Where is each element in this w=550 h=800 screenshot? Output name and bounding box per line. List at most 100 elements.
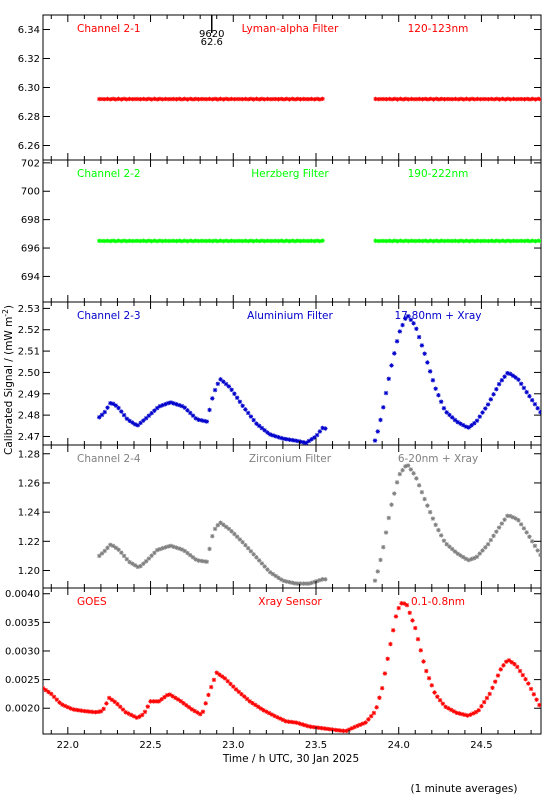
data-point [387,238,392,243]
data-point [233,687,239,692]
data-point [277,716,283,721]
data-point [376,96,381,102]
data-point [118,704,123,710]
data-point [411,238,417,244]
data-point [453,238,458,244]
data-point [496,381,502,387]
data-point [109,697,115,703]
data-point [204,238,209,244]
data-point [425,503,430,508]
data-point [284,238,289,243]
data-point [138,563,143,569]
data-point [400,467,405,473]
data-point [119,239,124,244]
data-point [243,238,248,243]
data-point [132,238,138,244]
data-point [464,238,469,243]
data-point [344,728,349,734]
data-point [159,697,164,702]
data-point [119,409,124,414]
data-point [206,692,211,698]
data-point [160,238,165,244]
data-point [71,707,76,712]
data-point [395,239,400,244]
data-point [415,637,421,642]
data-point [461,422,466,428]
data-point [130,96,135,102]
data-point [99,551,105,556]
data-point [243,96,248,102]
data-point [373,96,378,102]
data-point [188,410,193,416]
data-point [251,97,256,102]
data-point [518,522,524,527]
data-point [487,691,492,697]
data-point [79,708,84,713]
data-point [294,720,299,725]
data-point [201,96,207,102]
data-point [453,96,458,102]
data-point [174,545,179,550]
data-point [229,238,234,243]
data-point [280,717,286,723]
series-channel-2-3 [97,314,541,445]
data-point [403,316,408,321]
data-point [265,96,270,102]
time-marker-label-2: 62.6 [201,37,223,48]
data-point [455,551,460,556]
data-point [245,238,251,244]
data-point [491,97,497,102]
data-point [375,429,380,434]
data-point [445,96,450,102]
panel-name-label: Channel 2-4 [77,453,141,465]
data-point [317,97,323,102]
data-point [309,437,314,442]
data-point [210,533,215,539]
data-point [341,728,346,734]
data-point [399,601,404,606]
data-point [279,577,284,582]
data-point [201,418,207,424]
data-point [489,238,494,243]
data-point [330,727,335,732]
data-point [422,96,428,102]
data-point [424,668,429,674]
data-point [141,561,146,566]
data-point [141,238,146,243]
panel-frame [42,301,542,446]
data-point [279,96,284,102]
data-point [179,97,185,102]
data-point [145,704,150,709]
data-point [308,724,313,729]
data-point [474,418,480,423]
data-point [488,537,494,543]
data-point [378,96,384,102]
data-point [154,239,160,244]
data-point [320,425,325,431]
data-point [371,710,377,716]
y-tick-label: 6.26 [18,141,40,152]
y-tick-label: 700 [21,187,40,198]
data-point [389,238,395,244]
data-point [236,689,241,695]
data-point [502,374,507,379]
panel-name-label: Channel 2-1 [77,23,141,35]
data-point [292,438,298,443]
data-point [392,238,398,243]
data-point [452,417,458,423]
data-point [223,524,229,529]
data-point [177,238,182,243]
data-point [146,238,152,243]
x-tick-label: 23.5 [305,740,327,751]
data-point [513,96,519,102]
data-point [60,702,65,707]
data-point [436,392,441,398]
data-point [397,329,403,334]
data-point [476,708,481,713]
x-tick-label: 24.0 [388,740,410,751]
data-point [204,96,209,102]
data-point [195,710,200,715]
data-point [535,405,540,411]
data-point [502,517,507,522]
data-point [229,96,234,102]
